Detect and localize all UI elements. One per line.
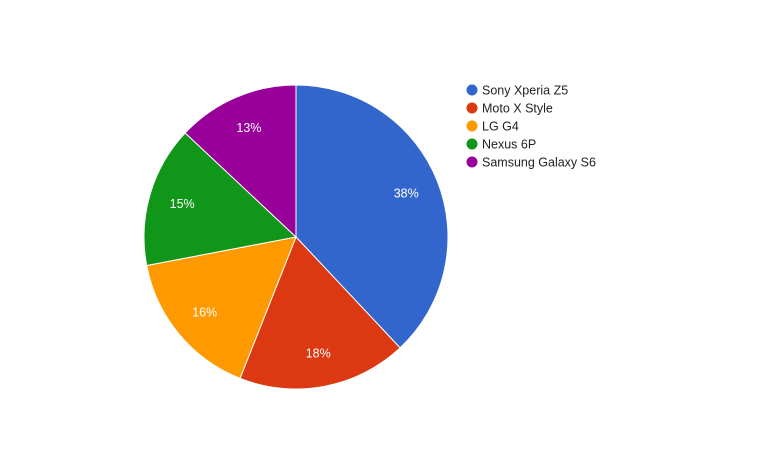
legend-label: Nexus 6P [482,138,536,152]
pie-slice-samsung-galaxy-s6[interactable] [184,84,297,239]
legend-label: LG G4 [482,120,519,134]
pie-slice-nexus-6p[interactable] [143,132,298,267]
legend-swatch [466,84,478,96]
legend-item-samsung-galaxy-s6[interactable]: Samsung Galaxy S6 [466,156,596,170]
pie-slice-labels: 38% 18% 16% 15% 13% [170,121,419,360]
legend-label: Samsung Galaxy S6 [482,156,596,170]
slice-label-moto-x-style: 18% [306,346,331,360]
legend: Sony Xperia Z5 Moto X Style LG G4 Nexus 6P S… [466,84,596,170]
slice-label-nexus-6p: 15% [170,197,195,211]
legend-label: Sony Xperia Z5 [482,84,568,98]
pie-slice-moto-x-style[interactable] [239,236,401,390]
legend-swatch [466,120,478,132]
slice-label-lg-g4: 16% [192,306,217,320]
pie-slice-sony-xperia-z5[interactable] [295,84,449,349]
slice-label-sony-xperia-z5: 38% [394,186,419,200]
pie-slice-lg-g4[interactable] [146,236,297,379]
legend-swatch [466,102,478,114]
legend-label: Moto X Style [482,102,553,116]
legend-swatch [466,156,478,168]
pie-slices [143,84,449,390]
legend-item-nexus-6p[interactable]: Nexus 6P [466,138,537,152]
legend-item-moto-x-style[interactable]: Moto X Style [466,102,553,116]
legend-item-sony-xperia-z5[interactable]: Sony Xperia Z5 [466,84,569,98]
legend-item-lg-g4[interactable]: LG G4 [466,120,519,134]
legend-swatch [466,138,478,150]
slice-label-samsung-galaxy-s6: 13% [236,121,261,135]
